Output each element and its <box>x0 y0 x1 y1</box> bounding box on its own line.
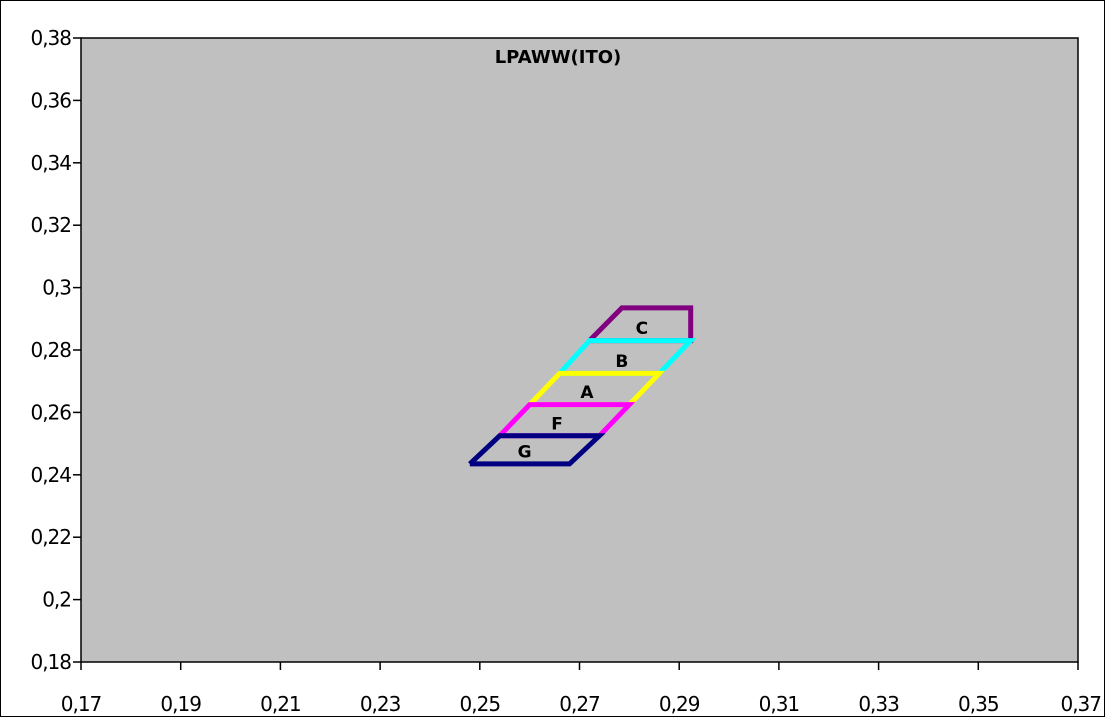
series-layer <box>468 305 697 467</box>
region-a-label: A <box>580 383 594 403</box>
x-tick-label: 0,33 <box>858 692 899 716</box>
chart-title: LPAWW(ITO) <box>495 47 622 68</box>
y-tick-label: 0,18 <box>30 650 71 674</box>
axes-layer: 0,17 0,19 0,21 0,23 0,25 0,27 0,29 0,31 0,33 0,35… <box>30 26 1102 716</box>
y-tick-label: 0,28 <box>30 338 71 362</box>
x-tick-label: 0,25 <box>460 692 501 716</box>
x-tick-label: 0,23 <box>360 692 401 716</box>
y-tick-label: 0,36 <box>30 88 71 112</box>
y-tick-label: 0,22 <box>30 525 71 549</box>
x-tick-label: 0,19 <box>160 692 201 716</box>
y-tick-label: 0,34 <box>30 151 71 175</box>
y-tick-label: 0,26 <box>30 400 71 424</box>
y-tick-label: 0,3 <box>42 276 71 300</box>
region-c-label: C <box>636 319 648 339</box>
region-g-outline <box>468 433 606 467</box>
x-tick-label: 0,29 <box>659 692 700 716</box>
y-tick-label: 0,2 <box>42 588 71 612</box>
x-tick-label: 0,21 <box>260 692 301 716</box>
labels-layer: CB AFG <box>518 319 648 462</box>
x-tick-label: 0,37 <box>1060 692 1101 716</box>
x-tick-label: 0,27 <box>559 692 600 716</box>
x-tick-label: 0,31 <box>759 692 800 716</box>
region-f-label: F <box>551 414 563 434</box>
region-g-label: G <box>518 442 532 462</box>
region-b-label: B <box>615 352 628 372</box>
y-tick-label: 0,24 <box>30 463 71 487</box>
y-tick-label: 0,38 <box>30 26 71 50</box>
y-tick-label: 0,32 <box>30 213 71 237</box>
x-tick-label: 0,17 <box>61 692 102 716</box>
x-tick-label: 0,35 <box>958 692 999 716</box>
